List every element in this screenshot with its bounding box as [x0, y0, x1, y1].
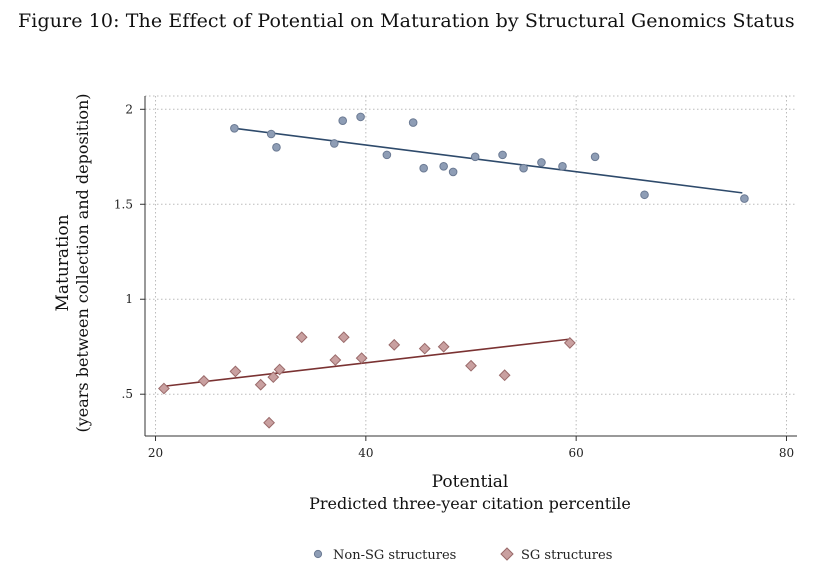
point-non-sg	[640, 190, 649, 200]
point-sg	[388, 338, 401, 351]
figure-title: Figure 10: The Effect of Potential on Ma…	[18, 10, 795, 32]
point-sg	[254, 378, 267, 391]
point-non-sg	[408, 118, 418, 127]
point-non-sg	[419, 163, 428, 173]
point-sg	[337, 331, 350, 344]
point-non-sg	[266, 129, 276, 139]
point-non-sg	[356, 112, 365, 122]
point-non-sg	[537, 158, 546, 167]
point-sg	[465, 359, 477, 372]
y-tick-label: 1	[125, 292, 133, 306]
point-sg	[563, 337, 576, 349]
point-non-sg	[338, 116, 348, 125]
fit-lines	[160, 127, 743, 388]
point-non-sg	[230, 123, 239, 133]
point-sg	[267, 371, 280, 384]
grid	[145, 95, 797, 436]
point-non-sg	[382, 150, 392, 160]
y-axis-subtitle: (years between collection and deposition…	[73, 93, 92, 432]
point-sg	[295, 331, 308, 344]
x-tick-label: 60	[569, 446, 584, 460]
legend-label-non-sg: Non-SG structures	[333, 548, 456, 563]
x-tick-label: 40	[358, 446, 373, 460]
point-non-sg	[448, 167, 458, 177]
point-sg	[263, 416, 275, 429]
legend-label-sg: SG structures	[521, 548, 612, 563]
point-sg	[418, 342, 431, 355]
ticks: .5 1 1.5 2 20 40 60 80	[114, 102, 794, 460]
legend-marker-sg	[500, 547, 514, 561]
x-tick-label: 80	[779, 446, 794, 460]
point-non-sg	[590, 152, 600, 162]
point-sg	[273, 363, 286, 376]
fit-line-sg	[160, 338, 570, 388]
point-sg	[329, 354, 342, 366]
point-non-sg	[519, 163, 528, 173]
point-non-sg	[498, 150, 507, 160]
y-tick-label: .5	[122, 387, 133, 401]
point-sg	[229, 365, 242, 378]
legend-marker-non-sg	[313, 549, 323, 559]
point-non-sg	[558, 161, 567, 171]
fit-line-non-sg	[234, 127, 743, 194]
point-non-sg	[439, 161, 448, 171]
x-axis-title: Potential	[432, 472, 509, 492]
point-sg	[197, 375, 210, 387]
y-tick-label: 2	[125, 102, 133, 116]
legend: Non-SG structures SG structures	[313, 547, 612, 563]
point-sg	[437, 340, 450, 353]
y-axis-title: Maturation	[53, 214, 73, 311]
axes	[144, 96, 797, 437]
point-sg	[355, 352, 368, 365]
point-non-sg	[740, 194, 749, 203]
x-tick-label: 20	[148, 446, 163, 460]
point-non-sg	[272, 142, 281, 152]
data-points	[158, 112, 749, 429]
y-tick-label: 1.5	[114, 197, 133, 211]
point-sg	[158, 382, 170, 395]
point-sg	[498, 369, 511, 382]
point-non-sg	[470, 152, 480, 162]
point-non-sg	[329, 139, 339, 148]
x-axis-subtitle: Predicted three-year citation percentile	[309, 494, 631, 513]
